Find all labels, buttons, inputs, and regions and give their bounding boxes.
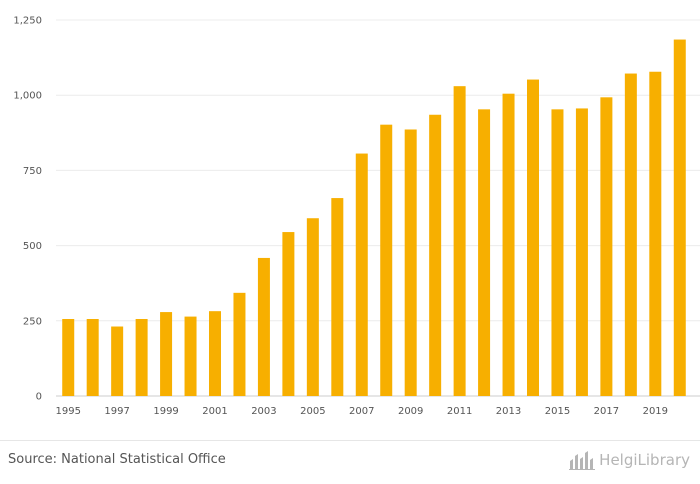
x-tick-label: 2011 [447, 406, 472, 417]
bar-2014[interactable] [527, 79, 539, 396]
x-tick-label: 2005 [300, 406, 325, 417]
x-tick-label: 2019 [643, 406, 668, 417]
source-note: Source: National Statistical Office [8, 452, 226, 467]
bar-1999[interactable] [160, 312, 173, 396]
x-tick-label: 2015 [545, 406, 570, 417]
x-axis-ticks: 1995 1997 1999 2001 2003 2005 2007 2009 2011 2013… [56, 406, 669, 417]
x-tick-label: 1995 [56, 406, 81, 417]
y-tick-label: 1,250 [13, 16, 42, 27]
bar-2004[interactable] [282, 232, 295, 396]
y-tick-label: 250 [23, 316, 42, 327]
y-tick-label: 500 [23, 241, 42, 252]
bar-2009[interactable] [404, 129, 417, 396]
x-tick-label: 2007 [349, 406, 374, 417]
bars [62, 39, 686, 397]
bar-2001[interactable] [209, 311, 221, 396]
bar-2008[interactable] [380, 124, 393, 396]
x-tick-label: 1999 [153, 406, 178, 417]
bar-2020[interactable] [673, 39, 686, 396]
bar-1997[interactable] [111, 326, 124, 396]
bar-1996[interactable] [86, 318, 99, 396]
bar-2003[interactable] [257, 257, 270, 396]
y-tick-label: 0 [36, 392, 42, 403]
bar-2005[interactable] [306, 218, 319, 396]
bar-1998[interactable] [135, 318, 148, 396]
bar-2002[interactable] [233, 292, 246, 396]
bar-2013[interactable] [502, 93, 515, 397]
bar-2016[interactable] [575, 108, 588, 396]
bar-2011[interactable] [453, 86, 466, 397]
bar-2018[interactable] [624, 73, 637, 397]
y-tick-label: 1,000 [13, 91, 42, 102]
bar-2017[interactable] [600, 97, 613, 396]
bar-2007[interactable] [355, 153, 368, 396]
bar-2015[interactable] [551, 109, 564, 397]
y-axis-ticks: 0 250 500 750 1,000 1,250 [13, 16, 42, 403]
x-tick-label: 2003 [251, 406, 276, 417]
brand-name: HelgiLibrary [599, 451, 690, 469]
x-tick-label: 1997 [104, 406, 129, 417]
x-tick-label: 2001 [202, 406, 227, 417]
x-tick-label: 2009 [398, 406, 423, 417]
bar-chart: 0 250 500 750 1,000 1,250 1995 1997 1999 2001 200… [13, 16, 700, 417]
bar-2010[interactable] [429, 114, 442, 396]
bar-2012[interactable] [478, 109, 491, 397]
y-tick-label: 750 [23, 166, 42, 177]
bar-2006[interactable] [331, 198, 344, 396]
bar-1995[interactable] [62, 318, 75, 396]
x-tick-label: 2013 [496, 406, 521, 417]
bar-2019[interactable] [649, 71, 662, 396]
helgi-library-logo-icon [569, 450, 596, 470]
helgi-library-link[interactable]: HelgiLibrary [569, 449, 690, 471]
bar-2000[interactable] [184, 316, 197, 396]
x-tick-label: 2017 [594, 406, 619, 417]
chart-footer: Source: National Statistical Office Helg… [0, 440, 700, 484]
